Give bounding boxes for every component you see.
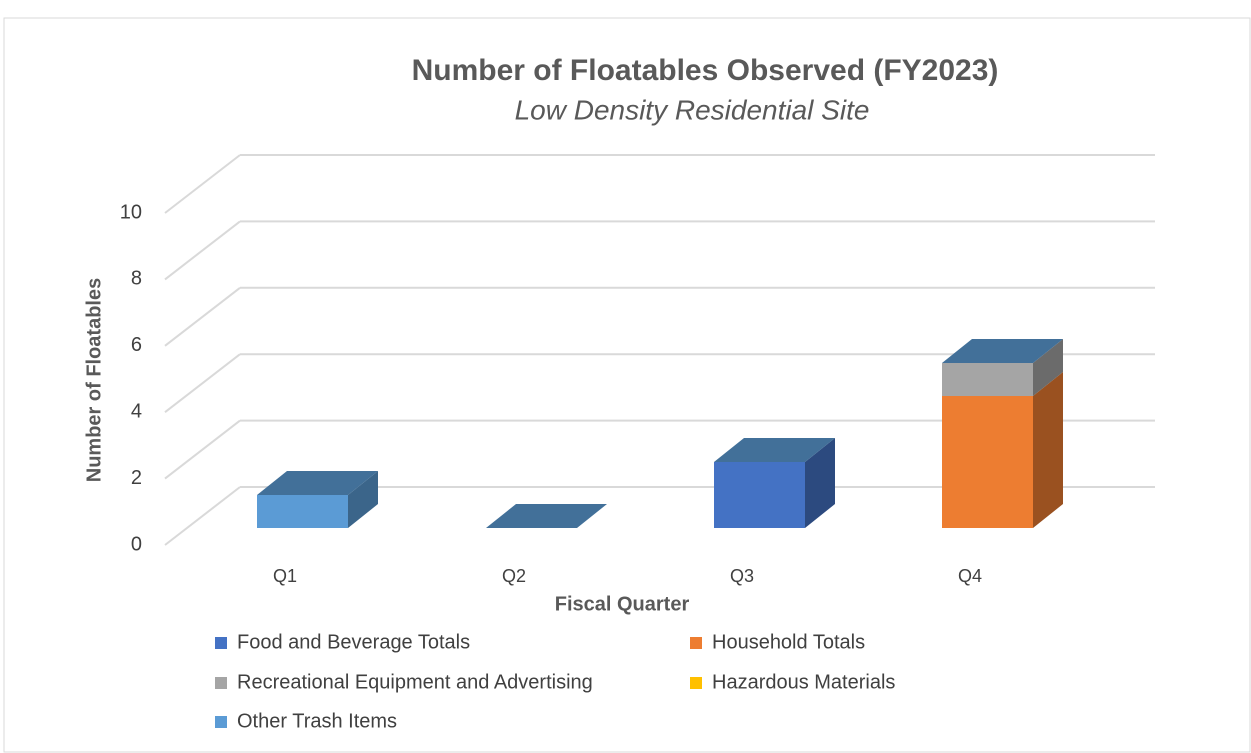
bar-front (942, 396, 1033, 528)
grid-line (164, 287, 241, 347)
bar-side (1033, 372, 1063, 528)
grid-line (164, 486, 241, 546)
grid-line (164, 220, 241, 281)
bar-front (714, 462, 805, 528)
grid-line (164, 419, 241, 480)
bar-top (257, 471, 378, 495)
y-tick-label: 8 (131, 268, 142, 290)
bar-top (942, 339, 1063, 363)
y-tick-label: 4 (131, 400, 142, 422)
y-axis-title: Number of Floatables (83, 278, 105, 482)
y-tick-label: 2 (131, 467, 142, 489)
legend-label: Hazardous Materials (712, 671, 895, 693)
x-tick-label: Q2 (502, 566, 526, 586)
chart-border (3, 17, 1251, 753)
legend-swatch (215, 677, 227, 689)
legend-swatch (215, 716, 227, 728)
chart-title: Number of Floatables Observed (FY2023) (412, 54, 999, 87)
bar-side (1033, 339, 1063, 396)
bar-top (486, 504, 607, 528)
y-tick-label: 6 (131, 334, 142, 356)
bar-side (348, 471, 378, 528)
chart-subtitle: Low Density Residential Site (515, 94, 870, 125)
legend-label: Household Totals (712, 631, 865, 653)
x-tick-label: Q4 (958, 566, 982, 586)
grid-line (164, 154, 241, 214)
legend-label: Recreational Equipment and Advertising (237, 671, 593, 693)
legend-label: Food and Beverage Totals (237, 631, 470, 653)
bar-side (805, 438, 835, 528)
y-tick-label: 0 (131, 533, 142, 555)
bar-front (942, 363, 1033, 396)
legend-swatch (690, 637, 702, 649)
bar-top (714, 438, 835, 462)
bar-front (257, 495, 348, 528)
x-tick-label: Q3 (730, 566, 754, 586)
grid-line (164, 353, 241, 413)
legend-label: Other Trash Items (237, 710, 397, 732)
x-axis-title: Fiscal Quarter (555, 593, 690, 615)
legend-swatch (690, 677, 702, 689)
x-tick-label: Q1 (273, 566, 297, 586)
y-tick-label: 10 (120, 201, 142, 223)
legend-swatch (215, 637, 227, 649)
